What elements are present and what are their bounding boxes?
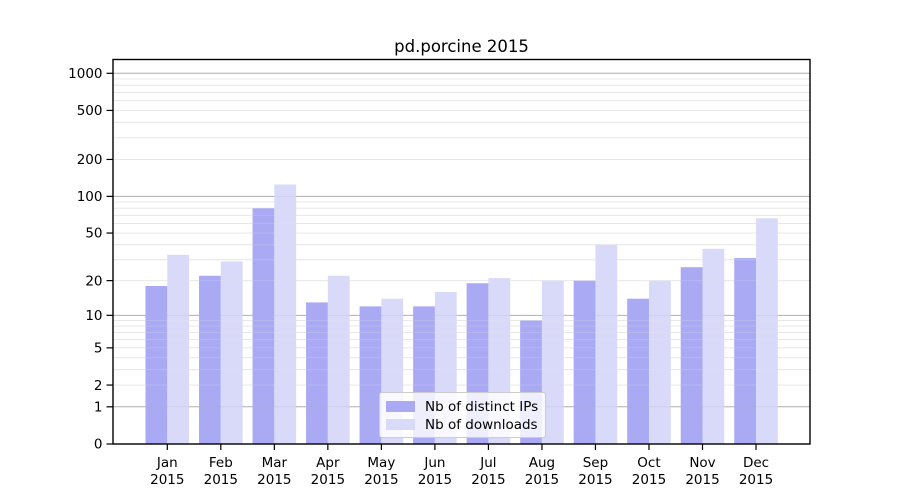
bar-apr-downloads bbox=[327, 275, 350, 444]
x-tick-label-year: 2015 bbox=[471, 472, 505, 488]
x-tick-label-month: Feb bbox=[209, 455, 233, 471]
legend-label-distinct-ips: Nb of distinct IPs bbox=[425, 398, 539, 415]
x-tick-label-month: Jan bbox=[156, 455, 178, 471]
x-tick-label-month: Dec bbox=[743, 455, 769, 471]
y-tick-label: 20 bbox=[85, 273, 102, 289]
bar-feb-ips bbox=[199, 275, 221, 444]
y-tick-label: 50 bbox=[85, 226, 102, 242]
bar-mar-downloads bbox=[274, 184, 297, 444]
x-tick-label-year: 2015 bbox=[685, 472, 719, 488]
chart-title: pd.porcine 2015 bbox=[394, 37, 529, 56]
bar-dec-ips bbox=[734, 258, 757, 444]
bar-dec-downloads bbox=[756, 218, 778, 444]
y-tick-label: 1 bbox=[94, 400, 103, 416]
y-tick-label: 10 bbox=[85, 308, 102, 324]
y-tick-label: 500 bbox=[77, 103, 103, 119]
x-tick-label-year: 2015 bbox=[632, 472, 666, 488]
legend: Nb of distinct IPs Nb of downloads bbox=[379, 392, 546, 438]
x-tick-label-month: Nov bbox=[689, 455, 715, 471]
bar-jan-ips bbox=[145, 286, 168, 444]
bar-apr-ips bbox=[306, 302, 328, 444]
y-tick-label: 100 bbox=[77, 189, 103, 205]
x-tick-label-month: May bbox=[367, 455, 395, 471]
bar-jan-downloads bbox=[167, 254, 190, 444]
x-tick-label-year: 2015 bbox=[311, 472, 345, 488]
bar-aug-downloads bbox=[541, 280, 564, 444]
bar-may-ips bbox=[359, 306, 382, 444]
x-tick-label-month: Sep bbox=[583, 455, 608, 471]
x-tick-label-year: 2015 bbox=[418, 472, 452, 488]
x-tick-label-month: Oct bbox=[637, 455, 660, 471]
bar-sep-ips bbox=[573, 280, 596, 444]
legend-item-downloads: Nb of downloads bbox=[386, 416, 539, 433]
x-tick-label-year: 2015 bbox=[364, 472, 398, 488]
y-tick-label: 200 bbox=[77, 152, 103, 168]
bar-nov-downloads bbox=[702, 248, 725, 444]
y-tick-label: 1000 bbox=[68, 66, 102, 82]
bar-nov-ips bbox=[680, 267, 703, 444]
y-tick-label: 2 bbox=[94, 378, 103, 394]
x-tick-label-year: 2015 bbox=[739, 472, 773, 488]
x-tick-label-year: 2015 bbox=[204, 472, 238, 488]
bar-sep-downloads bbox=[595, 244, 618, 444]
x-tick-label-year: 2015 bbox=[578, 472, 612, 488]
x-tick-label-month: Jun bbox=[423, 455, 445, 471]
legend-label-downloads: Nb of downloads bbox=[425, 416, 538, 433]
x-tick-label-month: Apr bbox=[316, 455, 340, 471]
bar-oct-ips bbox=[627, 298, 649, 444]
x-tick-label-month: Jul bbox=[479, 455, 496, 471]
bar-feb-downloads bbox=[220, 261, 243, 444]
x-tick-label-year: 2015 bbox=[525, 472, 559, 488]
bar-mar-ips bbox=[252, 208, 275, 444]
legend-item-distinct-ips: Nb of distinct IPs bbox=[386, 398, 539, 415]
x-tick-label-year: 2015 bbox=[257, 472, 291, 488]
plot-frame bbox=[112, 58, 811, 445]
y-tick-label: 5 bbox=[94, 341, 103, 357]
y-tick-label: 0 bbox=[94, 437, 103, 453]
x-tick-label-year: 2015 bbox=[150, 472, 184, 488]
legend-swatch-distinct-ips bbox=[386, 401, 415, 412]
x-tick-label-month: Aug bbox=[529, 455, 555, 471]
legend-swatch-downloads bbox=[386, 419, 415, 430]
bar-oct-downloads bbox=[648, 280, 671, 444]
x-tick-label-month: Mar bbox=[262, 455, 288, 471]
